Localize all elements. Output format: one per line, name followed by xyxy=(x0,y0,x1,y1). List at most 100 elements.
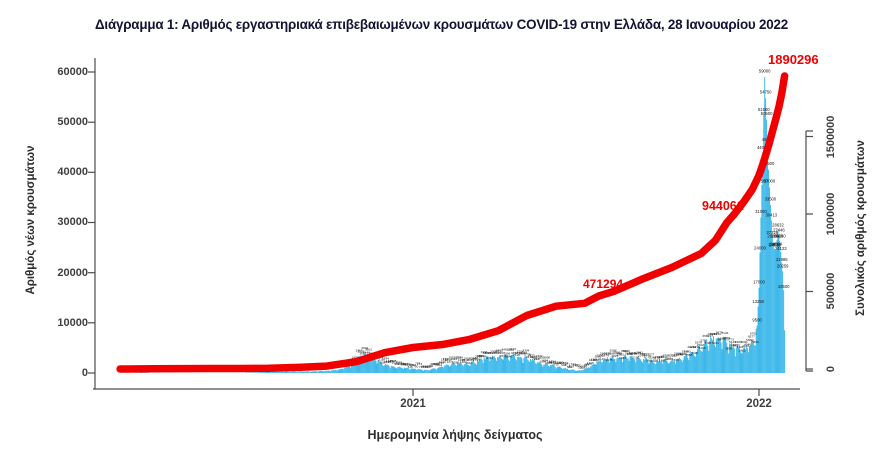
svg-text:6944: 6944 xyxy=(714,332,721,336)
svg-text:2897: 2897 xyxy=(488,351,495,355)
svg-text:1226: 1226 xyxy=(439,360,446,364)
svg-text:523: 523 xyxy=(580,366,585,370)
svg-text:3446: 3446 xyxy=(363,351,370,355)
svg-text:3315: 3315 xyxy=(682,350,689,354)
svg-text:457: 457 xyxy=(574,364,579,368)
right-axis-tick-1500000: 1500000 xyxy=(825,115,837,159)
svg-text:44000: 44000 xyxy=(757,145,769,150)
svg-text:3300: 3300 xyxy=(490,349,497,353)
svg-text:33500: 33500 xyxy=(765,196,777,201)
svg-text:1325: 1325 xyxy=(386,359,393,363)
svg-text:6702: 6702 xyxy=(750,332,757,336)
svg-text:2515: 2515 xyxy=(513,353,520,357)
svg-text:2002: 2002 xyxy=(532,356,539,360)
svg-text:2049: 2049 xyxy=(467,358,474,362)
svg-text:2306: 2306 xyxy=(596,354,603,358)
svg-text:1794: 1794 xyxy=(382,357,389,361)
svg-text:559: 559 xyxy=(425,365,430,369)
svg-text:2650: 2650 xyxy=(661,354,668,358)
svg-text:2966: 2966 xyxy=(520,351,527,355)
svg-text:1638: 1638 xyxy=(589,358,596,362)
svg-text:2558: 2558 xyxy=(685,353,692,357)
right-axis-tick-1000000: 1000000 xyxy=(825,192,837,236)
svg-text:1953: 1953 xyxy=(448,355,455,359)
svg-text:750: 750 xyxy=(413,364,418,368)
svg-text:2174: 2174 xyxy=(666,357,673,361)
svg-text:901: 901 xyxy=(394,362,399,366)
x-axis-tick-2021: 2021 xyxy=(400,398,426,410)
svg-text:727: 727 xyxy=(415,361,420,365)
svg-text:3163: 3163 xyxy=(494,349,501,353)
svg-text:24806: 24806 xyxy=(768,242,780,247)
svg-text:2728: 2728 xyxy=(668,354,675,358)
svg-text:1190: 1190 xyxy=(555,361,562,365)
svg-text:2110: 2110 xyxy=(378,358,385,362)
x-axis-title: Ημερομηνία λήψης δείγματος xyxy=(367,428,543,442)
svg-text:4672: 4672 xyxy=(742,344,749,348)
svg-text:927: 927 xyxy=(584,363,589,367)
svg-text:3562: 3562 xyxy=(621,349,628,353)
svg-text:4121: 4121 xyxy=(687,345,694,349)
svg-text:1256: 1256 xyxy=(539,360,546,364)
svg-text:1064: 1064 xyxy=(435,363,442,367)
svg-text:1922: 1922 xyxy=(450,357,457,361)
svg-text:26568: 26568 xyxy=(771,234,783,239)
svg-text:1899: 1899 xyxy=(538,356,545,360)
svg-text:3603: 3603 xyxy=(365,347,372,351)
svg-text:1031: 1031 xyxy=(403,362,410,366)
svg-text:6541: 6541 xyxy=(702,334,709,338)
svg-text:801: 801 xyxy=(411,363,416,367)
svg-text:992: 992 xyxy=(563,361,568,365)
svg-text:3315: 3315 xyxy=(484,351,491,355)
svg-text:3127: 3127 xyxy=(642,352,649,356)
svg-text:1724: 1724 xyxy=(549,359,556,363)
svg-text:1861: 1861 xyxy=(646,358,653,362)
svg-text:9500: 9500 xyxy=(752,318,762,323)
svg-text:24000: 24000 xyxy=(754,246,766,251)
svg-text:714: 714 xyxy=(571,362,576,366)
svg-text:16500: 16500 xyxy=(778,284,790,289)
svg-text:59000: 59000 xyxy=(759,69,771,74)
svg-text:3344: 3344 xyxy=(515,351,522,355)
svg-text:2023: 2023 xyxy=(454,356,461,360)
svg-text:1428: 1428 xyxy=(388,360,395,364)
svg-text:1383: 1383 xyxy=(551,361,558,365)
svg-text:2638: 2638 xyxy=(500,354,507,358)
svg-text:4946: 4946 xyxy=(744,342,751,346)
svg-text:31000: 31000 xyxy=(755,209,767,214)
svg-text:20259: 20259 xyxy=(777,264,789,269)
svg-text:2458: 2458 xyxy=(352,356,359,360)
svg-text:1694: 1694 xyxy=(541,358,548,362)
svg-text:5379: 5379 xyxy=(695,341,702,345)
svg-text:2930: 2930 xyxy=(613,350,620,354)
svg-text:2189: 2189 xyxy=(657,355,664,359)
svg-text:2141: 2141 xyxy=(598,357,605,361)
svg-text:5386: 5386 xyxy=(746,338,753,342)
svg-text:51500: 51500 xyxy=(758,107,770,112)
svg-text:3367: 3367 xyxy=(356,349,363,353)
svg-text:2906: 2906 xyxy=(625,352,632,356)
svg-text:2706: 2706 xyxy=(524,353,531,357)
svg-text:1130: 1130 xyxy=(392,360,399,364)
svg-text:2950: 2950 xyxy=(492,351,499,355)
svg-text:6073: 6073 xyxy=(718,337,725,341)
svg-text:5450: 5450 xyxy=(752,340,759,344)
svg-text:3393: 3393 xyxy=(511,351,518,355)
svg-text:3204: 3204 xyxy=(517,350,524,354)
svg-text:2147: 2147 xyxy=(534,357,541,361)
svg-text:3013: 3013 xyxy=(359,351,366,355)
svg-text:2622: 2622 xyxy=(678,352,685,356)
svg-text:948: 948 xyxy=(400,362,405,366)
svg-text:2260: 2260 xyxy=(594,355,601,359)
svg-text:26066: 26066 xyxy=(767,234,779,239)
svg-text:3304: 3304 xyxy=(522,349,529,353)
svg-text:2134: 2134 xyxy=(653,356,660,360)
svg-text:1707: 1707 xyxy=(443,357,450,361)
svg-text:1690: 1690 xyxy=(384,360,391,364)
svg-text:3288: 3288 xyxy=(610,349,617,353)
svg-text:1643: 1643 xyxy=(445,358,452,362)
svg-text:3284: 3284 xyxy=(627,352,634,356)
svg-text:2129: 2129 xyxy=(632,356,639,360)
svg-text:24510: 24510 xyxy=(769,242,781,247)
